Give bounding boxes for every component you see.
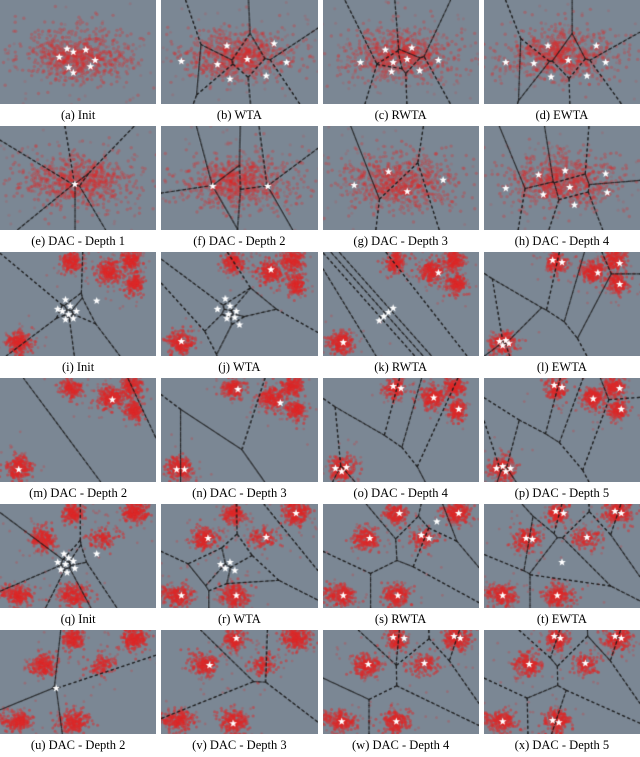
panel-n: (n) DAC - Depth 3: [161, 378, 318, 504]
panel-u: (u) DAC - Depth 2: [0, 630, 157, 756]
scatter-canvas-p: [483, 378, 640, 482]
caption-i: (i) Init: [61, 359, 95, 374]
caption-s: (s) RWTA: [374, 611, 427, 626]
panel-x: (x) DAC - Depth 5: [483, 630, 640, 756]
scatter-canvas-i: [0, 252, 157, 356]
caption-v: (v) DAC - Depth 3: [192, 737, 287, 752]
scatter-canvas-f: [161, 126, 318, 230]
panel-o: (o) DAC - Depth 4: [322, 378, 479, 504]
scatter-canvas-v: [161, 630, 318, 734]
caption-g: (g) DAC - Depth 3: [353, 233, 448, 248]
panel-k: (k) RWTA: [322, 252, 479, 378]
scatter-canvas-o: [322, 378, 479, 482]
panel-w: (w) DAC - Depth 4: [322, 630, 479, 756]
caption-j: (j) WTA: [218, 359, 261, 374]
caption-w: (w) DAC - Depth 4: [352, 737, 450, 752]
scatter-canvas-k: [322, 252, 479, 356]
scatter-canvas-h: [483, 126, 640, 230]
scatter-canvas-c: [322, 0, 479, 104]
caption-x: (x) DAC - Depth 5: [514, 737, 610, 752]
scatter-canvas-q: [0, 504, 157, 608]
caption-t: (t) EWTA: [536, 611, 587, 626]
scatter-canvas-a: [0, 0, 157, 104]
caption-e: (e) DAC - Depth 1: [31, 233, 125, 248]
panel-v: (v) DAC - Depth 3: [161, 630, 318, 756]
panel-a: (a) Init: [0, 0, 157, 126]
scatter-canvas-w: [322, 630, 479, 734]
panel-b: (b) WTA: [161, 0, 318, 126]
caption-l: (l) EWTA: [536, 359, 587, 374]
panel-h: (h) DAC - Depth 4: [483, 126, 640, 252]
scatter-canvas-d: [483, 0, 640, 104]
panel-f: (f) DAC - Depth 2: [161, 126, 318, 252]
panel-c: (c) RWTA: [322, 0, 479, 126]
caption-b: (b) WTA: [216, 107, 262, 122]
caption-d: (d) EWTA: [535, 107, 589, 122]
scatter-canvas-j: [161, 252, 318, 356]
scatter-canvas-x: [483, 630, 640, 734]
caption-c: (c) RWTA: [374, 107, 427, 122]
scatter-canvas-g: [322, 126, 479, 230]
panel-j: (j) WTA: [161, 252, 318, 378]
panel-l: (l) EWTA: [483, 252, 640, 378]
scatter-canvas-t: [483, 504, 640, 608]
caption-o: (o) DAC - Depth 4: [353, 485, 448, 500]
panel-s: (s) RWTA: [322, 504, 479, 630]
scatter-canvas-s: [322, 504, 479, 608]
scatter-canvas-b: [161, 0, 318, 104]
scatter-canvas-r: [161, 504, 318, 608]
panel-m: (m) DAC - Depth 2: [0, 378, 157, 504]
caption-q: (q) Init: [60, 611, 96, 626]
panel-r: (r) WTA: [161, 504, 318, 630]
scatter-canvas-n: [161, 378, 318, 482]
caption-a: (a) Init: [60, 107, 96, 122]
panel-t: (t) EWTA: [483, 504, 640, 630]
panel-q: (q) Init: [0, 504, 157, 630]
caption-h: (h) DAC - Depth 4: [514, 233, 610, 248]
caption-f: (f) DAC - Depth 2: [193, 233, 286, 248]
scatter-canvas-m: [0, 378, 157, 482]
caption-k: (k) RWTA: [374, 359, 428, 374]
panel-d: (d) EWTA: [483, 0, 640, 126]
caption-n: (n) DAC - Depth 3: [192, 485, 287, 500]
scatter-canvas-u: [0, 630, 157, 734]
caption-r: (r) WTA: [217, 611, 261, 626]
panel-p: (p) DAC - Depth 5: [483, 378, 640, 504]
caption-u: (u) DAC - Depth 2: [30, 737, 126, 752]
caption-m: (m) DAC - Depth 2: [29, 485, 128, 500]
panel-i: (i) Init: [0, 252, 157, 378]
caption-p: (p) DAC - Depth 5: [514, 485, 610, 500]
scatter-canvas-e: [0, 126, 157, 230]
panel-e: (e) DAC - Depth 1: [0, 126, 157, 252]
scatter-canvas-l: [483, 252, 640, 356]
panel-g: (g) DAC - Depth 3: [322, 126, 479, 252]
